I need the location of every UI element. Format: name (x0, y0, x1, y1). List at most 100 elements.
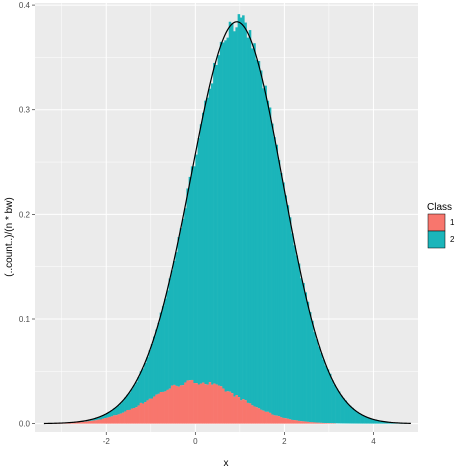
histogram-bar-class-1 (206, 384, 209, 424)
histogram-bar-class-1 (235, 395, 238, 424)
histogram-bar-class-2 (277, 160, 281, 417)
histogram-bar-class-2 (199, 124, 203, 384)
histogram-bar-class-1 (112, 415, 116, 424)
histogram-bar-class-2 (371, 419, 374, 424)
histogram-bar-class-1 (208, 382, 212, 424)
histogram-bar-class-1 (237, 397, 241, 424)
histogram-bar-class-2 (99, 416, 103, 420)
histogram-bar-class-1 (277, 416, 281, 424)
histogram-bar-class-2 (333, 384, 336, 424)
histogram-bar-class-1 (173, 384, 176, 424)
histogram-bar-class-2 (112, 408, 116, 416)
histogram-bar-class-2 (362, 415, 365, 424)
histogram-bar-class-1 (262, 410, 265, 424)
histogram-bar-class-1 (95, 420, 98, 424)
histogram-bar-class-2 (230, 23, 234, 394)
histogram-bar-class-2 (353, 409, 356, 424)
histogram-bar-class-2 (139, 371, 143, 403)
histogram-bar-class-2 (288, 217, 292, 420)
histogram-bar-class-1 (242, 399, 245, 424)
histogram-bar-class-2 (224, 40, 227, 392)
histogram-bar-class-1 (86, 421, 89, 424)
histogram-bar-class-1 (110, 416, 114, 424)
histogram-bar-class-1 (275, 415, 279, 424)
histogram-bar-class-2 (155, 329, 158, 395)
histogram-bar-class-1 (186, 380, 189, 424)
histogram-bar-class-2 (244, 22, 247, 401)
histogram-bar-class-2 (264, 85, 267, 412)
histogram-bar-class-1 (68, 422, 71, 424)
legend-key-class-1 (427, 213, 446, 232)
histogram-bar-class-1 (306, 421, 310, 424)
histogram-bar-class-1 (159, 392, 163, 424)
histogram-bar-class-1 (268, 412, 272, 424)
histogram-bar-class-1 (166, 389, 169, 424)
histogram-bar-class-1 (190, 379, 194, 424)
histogram-bar-class-2 (237, 14, 241, 398)
histogram-bar-class-2 (344, 400, 348, 424)
histogram-bar-class-2 (377, 420, 381, 424)
histogram-bar-class-1 (108, 416, 112, 424)
histogram-bar-class-1 (228, 391, 232, 424)
histogram-bar-class-1 (320, 422, 323, 424)
histogram-bar-class-1 (132, 408, 136, 424)
density-line (43, 21, 411, 425)
histogram-bar-class-2 (242, 15, 245, 400)
histogram-bar-class-2 (92, 418, 96, 421)
histogram-bar-class-1 (255, 407, 258, 424)
histogram-bar-class-1 (135, 407, 138, 424)
histogram-bar-class-1 (217, 385, 221, 424)
histogram-bar-class-2 (317, 346, 321, 423)
histogram-bar-class-2 (210, 83, 214, 385)
histogram-bar-class-1 (311, 422, 314, 424)
histogram-bar-class-1 (70, 422, 74, 424)
histogram-bar-class-2 (173, 260, 176, 385)
class-1-bars (55, 379, 336, 424)
histogram-bar-class-2 (239, 17, 243, 401)
histogram-bar-class-2 (121, 400, 125, 413)
histogram-bar-class-2 (255, 59, 258, 408)
histogram-bar-class-2 (222, 42, 225, 389)
histogram-bar-class-2 (342, 398, 345, 424)
histogram-bar-class-1 (99, 419, 103, 424)
histogram-bar-class-2 (110, 410, 114, 417)
histogram-bar-class-1 (139, 402, 143, 424)
histogram-bar-class-2 (146, 357, 149, 401)
histogram-bar-class-2 (104, 414, 107, 419)
histogram-bar-class-2 (384, 421, 388, 424)
histogram-bar-class-2 (369, 418, 372, 424)
histogram-bar-class-1 (284, 418, 287, 424)
histogram-bar-class-2 (137, 376, 140, 406)
legend-label-class-2: 2 (450, 235, 455, 244)
histogram-bar-class-2 (253, 43, 256, 407)
histogram-bar-class-2 (284, 195, 287, 419)
histogram-bar-class-1 (119, 413, 123, 424)
histogram-bar-class-1 (291, 419, 294, 424)
histogram-bar-class-2 (128, 392, 132, 410)
histogram-bar-class-2 (259, 70, 263, 410)
x-axis-ticks: -2 0 2 4 (103, 432, 376, 446)
histogram-bar-class-1 (244, 400, 247, 424)
x-tick-label: 4 (371, 437, 376, 446)
histogram-bar-class-1 (295, 420, 299, 424)
histogram-bar-class-1 (195, 383, 198, 424)
histogram-bar-class-2 (175, 252, 178, 386)
histogram-bar-class-1 (219, 386, 223, 424)
histogram-bar-class-2 (375, 420, 379, 424)
histogram-bar-class-2 (164, 298, 167, 392)
histogram-bar-class-2 (373, 419, 376, 424)
histogram-bar-class-1 (155, 394, 158, 424)
histogram-bar-class-2 (115, 407, 118, 416)
histogram-bar-class-1 (170, 385, 174, 424)
histogram-bar-class-2 (166, 290, 169, 390)
histogram-bar-class-2 (248, 30, 252, 404)
histogram-bar-class-2 (148, 350, 152, 399)
histogram-bar-class-1 (271, 414, 274, 424)
histogram-bar-class-2 (228, 21, 232, 392)
histogram-bar-class-2 (188, 176, 192, 381)
histogram-bar-class-2 (197, 138, 201, 385)
histogram-bar-class-1 (104, 418, 107, 424)
y-tick-label: 0.2 (19, 210, 31, 219)
histogram-bar-class-2 (315, 339, 319, 423)
histogram-bar-class-2 (320, 353, 323, 423)
